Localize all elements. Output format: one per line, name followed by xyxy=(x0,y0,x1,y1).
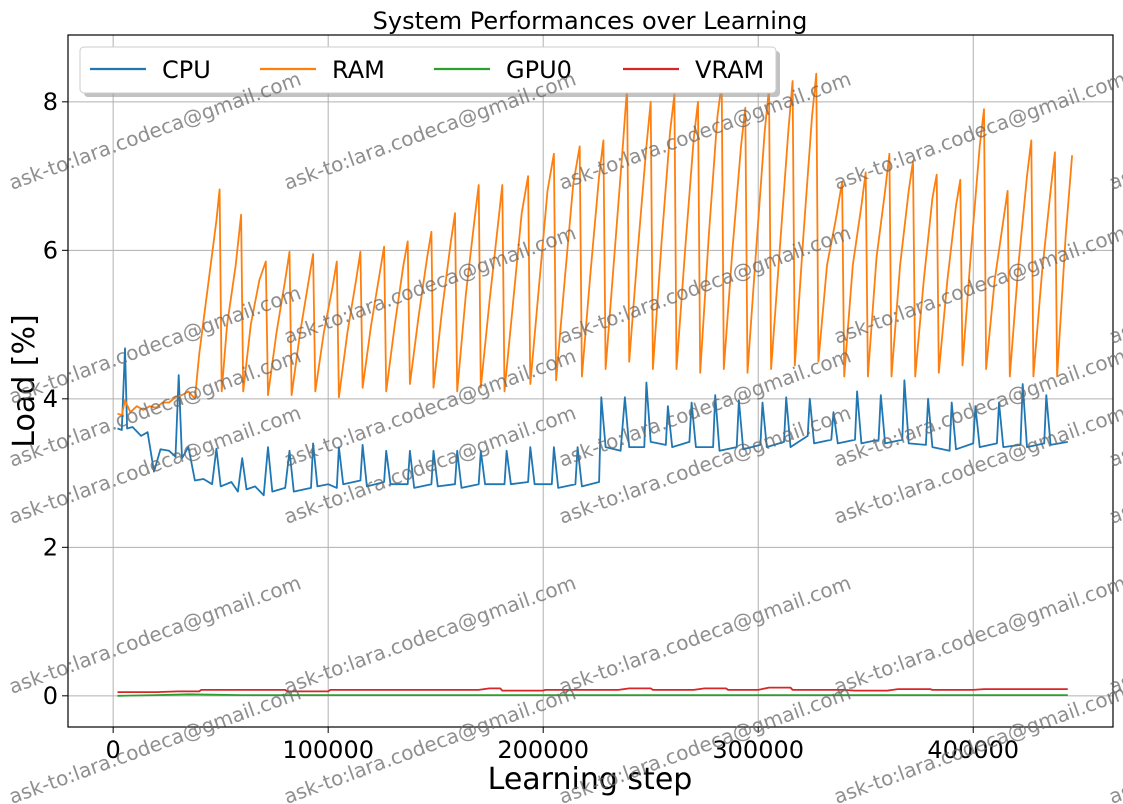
plot-frame xyxy=(67,34,1114,728)
series-vram-line xyxy=(117,686,1068,693)
x-tick-label-2: 200000 xyxy=(497,736,589,764)
series-gpu0-line xyxy=(117,693,1068,697)
y-axis-label: Load [%] xyxy=(7,314,42,447)
series-ram-line xyxy=(117,72,1073,417)
y-tick-label-3: 6 xyxy=(43,236,58,264)
legend-label-cpu: CPU xyxy=(162,56,211,84)
x-axis-ticks: 0 100000 200000 300000 400000 xyxy=(106,727,1019,764)
legend-items: CPU RAM GPU0 VRAM xyxy=(90,56,764,84)
x-tick-label-1: 100000 xyxy=(282,736,374,764)
y-tick-label-2: 4 xyxy=(43,385,58,413)
y-tick-label-4: 8 xyxy=(43,88,58,116)
legend-frame xyxy=(79,46,777,94)
legend: CPU RAM GPU0 VRAM xyxy=(79,46,780,97)
x-axis-label: Learning step xyxy=(488,762,693,797)
series-cpu-line xyxy=(117,347,1068,497)
y-axis-ticks: 0 2 4 6 8 xyxy=(43,88,68,710)
series-lines xyxy=(117,72,1073,697)
x-tick-label-3: 300000 xyxy=(712,736,804,764)
x-tick-label-0: 0 xyxy=(106,736,121,764)
legend-label-gpu0: GPU0 xyxy=(506,56,572,84)
x-tick-label-4: 400000 xyxy=(927,736,1019,764)
y-tick-label-1: 2 xyxy=(43,533,58,561)
y-tick-label-0: 0 xyxy=(43,682,58,710)
legend-label-ram: RAM xyxy=(332,56,385,84)
chart-title: System Performances over Learning xyxy=(373,7,808,35)
legend-label-vram: VRAM xyxy=(695,56,764,84)
